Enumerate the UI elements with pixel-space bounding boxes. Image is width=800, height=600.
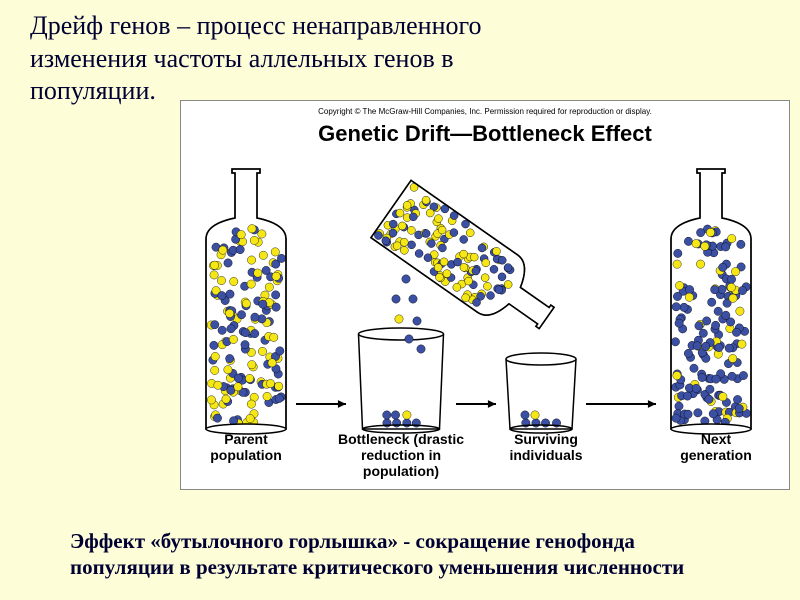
label-next: Next generation: [671, 431, 761, 463]
label-surviving: Surviving individuals: [501, 431, 591, 463]
label-parent: Parent population: [201, 431, 291, 463]
diagram-heading: Genetic Drift—Bottleneck Effect: [181, 121, 789, 147]
copyright-text: Copyright © The McGraw-Hill Companies, I…: [181, 107, 789, 116]
page-title: Дрейф генов – процесс ненаправленного из…: [30, 10, 550, 108]
diagram-container: Copyright © The McGraw-Hill Companies, I…: [180, 100, 790, 490]
diagram-svg: [181, 149, 791, 449]
caption-text: Эффект «бутылочного горлышка» - сокращен…: [70, 528, 710, 581]
label-bottleneck: Bottleneck (drastic reduction in populat…: [321, 431, 481, 479]
